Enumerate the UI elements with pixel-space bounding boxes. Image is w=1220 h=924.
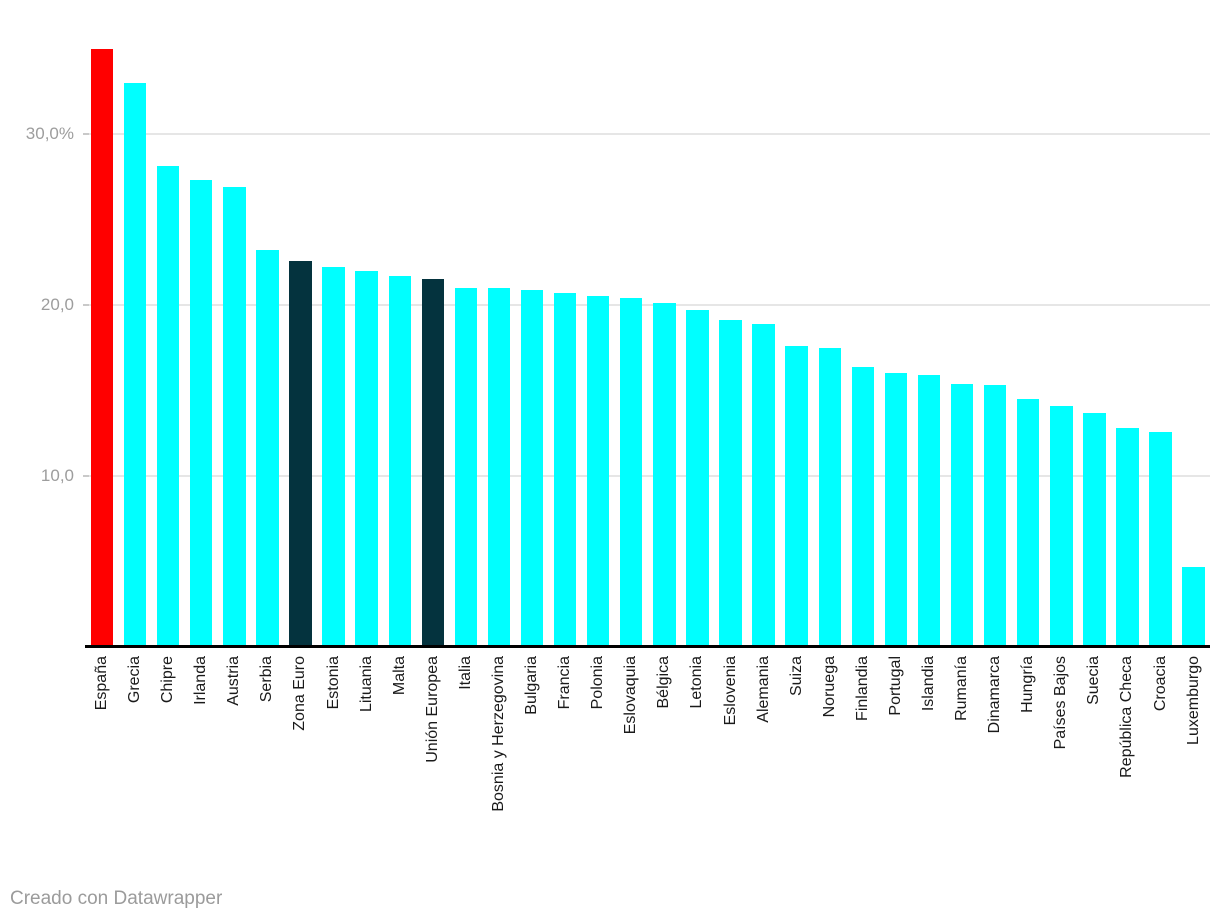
- bar-islandia[interactable]: [917, 375, 941, 647]
- x-axis-label-espana: España: [93, 656, 110, 711]
- x-axis-label-chipre: Chipre: [159, 656, 177, 704]
- x-axis-label-portugal: Portugal: [886, 656, 904, 716]
- bar-republica-checa[interactable]: [1116, 428, 1139, 647]
- bar-belgica[interactable]: [653, 303, 676, 647]
- bar-finlandia[interactable]: [851, 366, 875, 647]
- x-axis-label-grecia: Grecia: [126, 656, 144, 704]
- x-axis-label-suecia: Suecia: [1085, 656, 1103, 705]
- x-axis-label-alemania: Alemania: [754, 656, 772, 723]
- bar-alemania[interactable]: [752, 323, 775, 647]
- x-axis-label-union-europea: Unión Europea: [423, 656, 441, 763]
- bar-bulgaria[interactable]: [520, 289, 544, 647]
- y-axis-tick-10: [83, 475, 89, 477]
- x-axis-label-letonia: Letonia: [688, 656, 706, 709]
- bar-polonia[interactable]: [587, 296, 610, 647]
- bar-suecia[interactable]: [1083, 412, 1106, 647]
- x-axis-label-irlanda: Irlanda: [192, 656, 210, 705]
- bar-francia[interactable]: [553, 293, 577, 647]
- x-axis-label-bosnia-y-herzegovina: Bosnia y Herzegovina: [489, 656, 507, 812]
- bar-zona-euro[interactable]: [289, 260, 312, 647]
- bar-union-europea[interactable]: [421, 279, 444, 647]
- bar-eslovenia[interactable]: [719, 320, 742, 647]
- x-axis-label-polonia: Polonia: [589, 656, 607, 710]
- bar-chipre[interactable]: [156, 166, 180, 647]
- x-axis-label-suiza: Suiza: [787, 656, 805, 697]
- x-axis-line: [85, 645, 1210, 648]
- bar-irlanda[interactable]: [190, 180, 213, 647]
- x-axis-label-francia: Francia: [556, 656, 574, 710]
- x-axis-label-dinamarca: Dinamarca: [986, 656, 1004, 734]
- x-axis-label-croacia: Croacia: [1151, 656, 1169, 712]
- bar-eslovaquia[interactable]: [620, 298, 643, 647]
- bar-noruega[interactable]: [818, 347, 841, 647]
- x-axis-label-italia: Italia: [456, 656, 474, 690]
- x-axis-label-estonia: Estonia: [324, 656, 342, 710]
- bar-italia[interactable]: [454, 287, 478, 647]
- x-axis-label-eslovaquia: Eslovaquia: [622, 656, 640, 735]
- y-axis-tick-20: [83, 304, 89, 306]
- bar-luxemburgo[interactable]: [1182, 566, 1205, 647]
- x-axis-label-islandia: Islandia: [920, 656, 937, 712]
- gridline-20: [83, 304, 1210, 306]
- bar-letonia[interactable]: [686, 310, 709, 647]
- gridline-30: [83, 133, 1210, 135]
- bar-estonia[interactable]: [322, 267, 345, 647]
- x-axis-label-paises-bajos: Países Bajos: [1052, 656, 1070, 750]
- y-axis-label-10: 10,0: [40, 466, 74, 485]
- gridline-10: [83, 475, 1210, 477]
- bar-serbia[interactable]: [256, 250, 279, 647]
- x-axis-label-rumania: Rumanía: [953, 656, 971, 721]
- bar-hungria[interactable]: [1017, 399, 1040, 647]
- bar-espana[interactable]: [90, 48, 114, 647]
- x-axis-label-belgica: Bélgica: [655, 656, 673, 709]
- x-axis-label-luxemburgo: Luxemburgo: [1184, 656, 1202, 745]
- x-axis-label-republica-checa: República Checa: [1118, 656, 1136, 778]
- y-axis-tick-30: [83, 133, 89, 135]
- bar-suiza[interactable]: [785, 346, 808, 647]
- x-axis-label-lituania: Lituania: [357, 656, 375, 713]
- y-axis-label-30: 30,0%: [25, 124, 74, 143]
- x-axis-label-noruega: Noruega: [820, 656, 838, 718]
- x-axis-label-malta: Malta: [390, 656, 408, 696]
- bar-grecia[interactable]: [123, 82, 147, 647]
- x-axis-label-hungria: Hungría: [1019, 656, 1037, 713]
- bar-bosnia-y-herzegovina[interactable]: [487, 287, 511, 647]
- bar-portugal[interactable]: [884, 373, 908, 647]
- bar-croacia[interactable]: [1149, 431, 1172, 647]
- bar-rumania[interactable]: [950, 383, 974, 647]
- x-axis-label-eslovenia: Eslovenia: [721, 656, 739, 726]
- bar-paises-bajos[interactable]: [1050, 405, 1073, 647]
- x-axis-label-austria: Austria: [225, 656, 243, 706]
- x-axis-label-zona-euro: Zona Euro: [291, 656, 309, 731]
- x-axis-label-bulgaria: Bulgaria: [523, 656, 541, 715]
- bar-lituania[interactable]: [355, 270, 378, 647]
- y-axis-label-20: 20,0: [40, 295, 74, 314]
- datawrapper-credit-link[interactable]: Creado con Datawrapper: [10, 888, 223, 909]
- x-axis-label-finlandia: Finlandia: [853, 656, 871, 721]
- x-axis-label-serbia: Serbia: [258, 656, 276, 703]
- bar-dinamarca[interactable]: [983, 385, 1007, 647]
- bar-austria[interactable]: [223, 187, 246, 647]
- bar-malta[interactable]: [388, 275, 411, 647]
